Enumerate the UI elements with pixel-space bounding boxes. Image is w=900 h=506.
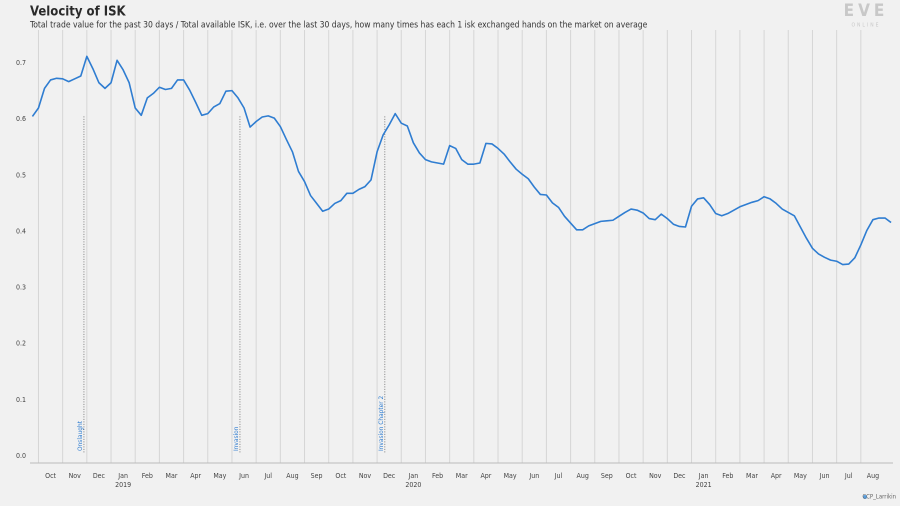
- x-tick-label: Dec: [673, 472, 686, 480]
- y-tick-label: 0.4: [16, 227, 26, 235]
- annotation-label: Invasion: [232, 426, 240, 451]
- annotation-label: Onslaught: [76, 420, 84, 451]
- x-tick-label: Mar: [456, 472, 468, 480]
- y-tick-label: 0.3: [16, 284, 26, 292]
- logo: EVE: [844, 1, 889, 21]
- x-tick-label: Aug: [577, 472, 589, 480]
- x-tick-label: Oct: [335, 472, 346, 480]
- annotation-label: Invasion Chapter 2: [377, 395, 385, 451]
- x-tick-label: May: [504, 472, 517, 480]
- x-tick-label: Jan: [408, 472, 419, 480]
- x-year-label: 2019: [115, 481, 131, 489]
- x-tick-label: May: [794, 472, 807, 480]
- credit-icon: [863, 495, 867, 499]
- x-tick-label: Feb: [142, 472, 153, 480]
- x-tick-label: Aug: [286, 472, 298, 480]
- data-line: [31, 55, 892, 266]
- y-tick-label: 0.2: [16, 340, 26, 348]
- x-tick-label: Feb: [722, 472, 733, 480]
- x-tick-label: Apr: [190, 472, 201, 480]
- x-tick-label: Oct: [45, 472, 56, 480]
- x-year-label: 2020: [405, 481, 421, 489]
- y-tick-label: 0.6: [16, 115, 26, 123]
- x-tick-label: Jun: [238, 472, 249, 480]
- x-tick-label: Nov: [69, 472, 82, 480]
- x-tick-label: Apr: [771, 472, 782, 480]
- x-tick-label: Jun: [819, 472, 830, 480]
- x-tick-label: Dec: [383, 472, 396, 480]
- y-tick-label: 0.7: [16, 59, 26, 67]
- x-tick-label: Sep: [601, 472, 613, 480]
- x-tick-label: Sep: [311, 472, 323, 480]
- x-tick-label: Jan: [698, 472, 709, 480]
- y-tick-label: 0.5: [16, 171, 26, 179]
- x-tick-label: Jan: [117, 472, 128, 480]
- x-tick-label: Aug: [867, 472, 879, 480]
- x-tick-label: Mar: [746, 472, 758, 480]
- x-tick-label: Nov: [649, 472, 662, 480]
- x-tick-label: Apr: [480, 472, 491, 480]
- x-tick-label: May: [213, 472, 226, 480]
- x-tick-label: Jul: [554, 472, 563, 480]
- x-tick-label: Nov: [359, 472, 372, 480]
- x-tick-label: Oct: [626, 472, 637, 480]
- x-tick-label: Jun: [528, 472, 539, 480]
- y-tick-label: 0.0: [16, 452, 26, 460]
- x-tick-label: Dec: [93, 472, 106, 480]
- chart-subtitle: Total trade value for the past 30 days /…: [29, 21, 648, 31]
- y-tick-label: 0.1: [16, 396, 26, 404]
- x-tick-label: Mar: [166, 472, 178, 480]
- x-year-label: 2021: [696, 481, 712, 489]
- x-tick-label: Jul: [263, 472, 272, 480]
- x-tick-label: Jul: [844, 472, 853, 480]
- logo-sub: ONLINE: [852, 23, 881, 29]
- x-tick-label: Feb: [432, 472, 443, 480]
- credit: CCP_Larrikin: [862, 494, 896, 501]
- chart-title: Velocity of ISK: [30, 5, 126, 20]
